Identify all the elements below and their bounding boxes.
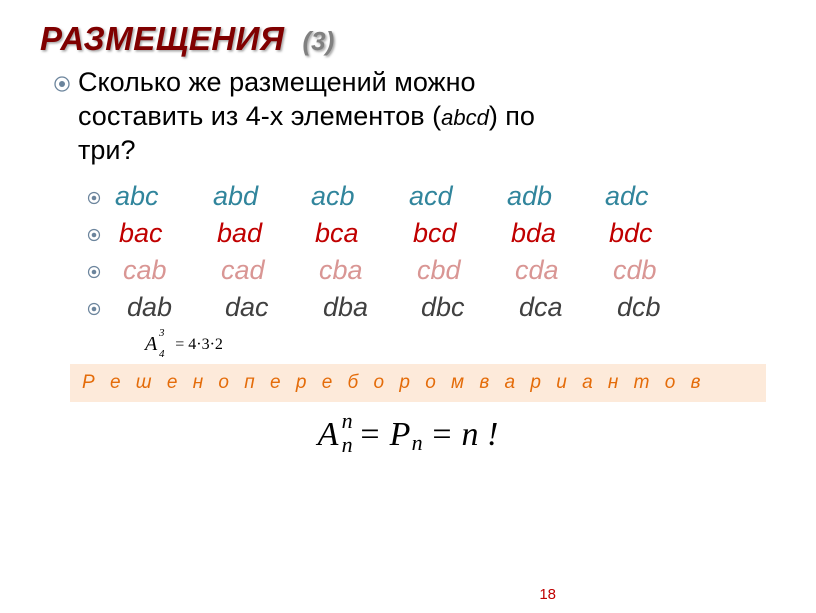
perm-item: cdb — [613, 255, 711, 286]
perm-row: dabdacdbadbcdcadcb — [85, 292, 786, 323]
q-line3: три? — [78, 135, 135, 165]
slide-title: РАЗМЕЩЕНИЯ (3) — [40, 20, 786, 58]
permutations-list: abcabdacbacdadbadcbacbadbcabcdbdabdccabc… — [85, 181, 786, 323]
bullet-icon — [85, 220, 103, 248]
perm-item: bac — [119, 218, 217, 249]
perm-item: bda — [511, 218, 609, 249]
perm-item: bdc — [609, 218, 707, 249]
bf-psub: n — [412, 430, 423, 456]
perm-items: abcabdacbacdadbadc — [115, 181, 703, 212]
perm-item: adb — [507, 181, 605, 212]
perm-items: bacbadbcabcdbdabdc — [119, 218, 707, 249]
q-line2c: ) по — [489, 101, 535, 131]
q-line2a: составить из 4-х элементов ( — [78, 101, 441, 131]
fs-sup: 3 — [159, 327, 165, 339]
perm-item: cba — [319, 255, 417, 286]
perm-item: dba — [323, 292, 421, 323]
perm-item: dac — [225, 292, 323, 323]
big-formula: Ann = Pn = n ! — [318, 416, 499, 454]
perm-item: cbd — [417, 255, 515, 286]
title-main: РАЗМЕЩЕНИЯ — [40, 20, 284, 58]
q-line1: Сколько же размещений можно — [78, 67, 476, 97]
perm-row: abcabdacbacdadbadc — [85, 181, 786, 212]
perm-item: bcd — [413, 218, 511, 249]
bf-asup: n — [342, 408, 353, 434]
bullet-icon — [52, 66, 72, 96]
page-number: 18 — [539, 586, 556, 603]
perm-item: cda — [515, 255, 613, 286]
perm-item: bad — [217, 218, 315, 249]
perm-item: cab — [123, 255, 221, 286]
perm-row: bacbadbcabcdbdabdc — [85, 218, 786, 249]
perm-item: adc — [605, 181, 703, 212]
bf-eq1: = — [360, 416, 379, 454]
title-number: (3) — [302, 26, 334, 57]
bullet-icon — [85, 294, 103, 322]
perm-item: abd — [213, 181, 311, 212]
bf-rhs: n ! — [462, 416, 499, 454]
bf-asub: n — [342, 432, 353, 458]
perm-items: dabdacdbadbcdcadcb — [127, 292, 715, 323]
perm-items: cabcadcbacbdcdacdb — [123, 255, 711, 286]
perm-item: dab — [127, 292, 225, 323]
fs-sub: 4 — [159, 348, 165, 360]
perm-item: dbc — [421, 292, 519, 323]
perm-row: cabcadcbacbdcdacdb — [85, 255, 786, 286]
perm-item: cad — [221, 255, 319, 286]
bullet-icon — [85, 257, 103, 285]
question-block: Сколько же размещений можно составить из… — [52, 66, 786, 167]
small-formula: A34 = 4·3·2 — [145, 333, 786, 356]
solved-bar: Р е ш е н о п е р е б о р о м в а р и а … — [70, 364, 766, 402]
perm-item: dcb — [617, 292, 715, 323]
bullet-icon — [85, 183, 103, 211]
perm-item: bca — [315, 218, 413, 249]
perm-item: dca — [519, 292, 617, 323]
bf-eq2: = — [432, 416, 451, 454]
q-line2b: abcd — [441, 105, 489, 130]
fs-rhs: = 4·3·2 — [175, 336, 223, 354]
perm-item: acd — [409, 181, 507, 212]
perm-item: abc — [115, 181, 213, 212]
question-text: Сколько же размещений можно составить из… — [78, 66, 535, 167]
perm-item: acb — [311, 181, 409, 212]
